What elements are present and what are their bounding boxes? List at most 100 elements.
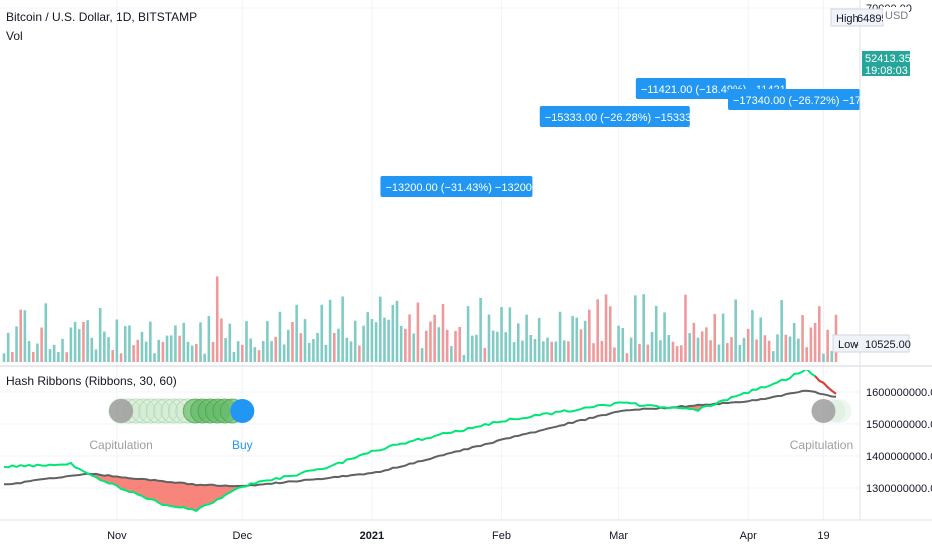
volume-bar	[261, 341, 265, 362]
volume-bar	[441, 303, 445, 362]
volume-bar	[600, 340, 604, 362]
volume-bar	[617, 325, 620, 362]
low-tag: Low - 10525.00	[832, 334, 911, 353]
volume-bar	[144, 341, 148, 362]
volume-bar	[483, 347, 487, 362]
volume-bar	[312, 338, 315, 362]
volume-bar	[634, 295, 637, 362]
volume-bar	[588, 309, 591, 362]
volume-bar	[826, 329, 829, 362]
volume-bar	[554, 341, 558, 362]
volume-bar	[433, 314, 436, 362]
volume-bar	[583, 320, 587, 362]
volume-bar	[579, 329, 583, 362]
volume-bars	[2, 276, 838, 362]
volume-bar	[466, 306, 470, 362]
volume-bar	[479, 297, 482, 362]
volume-bar	[149, 321, 152, 362]
volume-bar	[270, 341, 273, 362]
volume-bar	[813, 322, 817, 362]
symbol-title: Bitcoin / U.S. Dollar, 1D, BITSTAMP	[6, 10, 197, 24]
volume-bar	[516, 323, 520, 362]
volume-bar	[291, 322, 294, 362]
volume-bar	[249, 338, 252, 362]
hash-ribbons-pane	[3, 370, 837, 513]
volume-bar	[521, 340, 524, 362]
volume-bar	[31, 351, 35, 362]
volume-bar	[805, 347, 809, 362]
volume-bar	[412, 333, 416, 362]
volume-bar	[266, 321, 269, 362]
drawdown-label: −15333.00 (−26.28%) −1533300	[545, 112, 704, 124]
volume-bar	[161, 341, 165, 362]
volume-bar	[253, 347, 257, 362]
volume-bar	[391, 305, 395, 362]
low-prefix: -	[855, 339, 859, 351]
volume-bar	[224, 338, 227, 362]
volume-bar	[278, 311, 282, 362]
volume-bar	[450, 346, 453, 362]
currency-badge-bg	[883, 7, 909, 23]
volume-bar	[717, 344, 721, 362]
volume-bar	[195, 344, 198, 362]
volume-bar	[186, 341, 190, 362]
indicator-axis[interactable]: 1600000000.00 1500000000.00 1400000000.00 1…	[866, 387, 932, 495]
drawdown-labels: −13200.00 (−31.43%) −1320000 −15333.00 (−…	[380, 78, 883, 197]
volume-bar	[567, 341, 570, 362]
volume-bar	[562, 340, 566, 362]
volume-bar	[596, 299, 599, 362]
capitulation-dot-left	[109, 399, 134, 423]
capitulation-label-left: Capitulation	[89, 438, 152, 452]
volume-bar	[508, 307, 512, 362]
volume-bar	[215, 276, 219, 362]
volume-bar	[174, 325, 177, 362]
volume-bar	[65, 352, 69, 362]
volume-bar	[378, 296, 382, 362]
volume-bar	[282, 344, 286, 362]
volume-bar	[726, 343, 729, 362]
volume-bar	[383, 317, 386, 362]
volume-bar	[345, 337, 349, 362]
capitulation-dot-right	[811, 399, 836, 423]
volume-bar	[742, 337, 746, 362]
volume-bar	[316, 332, 319, 362]
volume-bar	[320, 304, 324, 362]
drawdown-label: −17340.00 (−26.72%) −1734...	[733, 95, 883, 107]
volume-bar	[776, 334, 779, 362]
volume-bar	[504, 332, 508, 362]
volume-bar	[767, 340, 771, 362]
volume-bar	[734, 299, 737, 362]
time-axis[interactable]: Nov Dec 2021 Feb Mar Apr 19	[107, 530, 829, 542]
volume-bar	[370, 319, 374, 362]
time-tick-label: Dec	[233, 530, 253, 542]
low-label: Low	[838, 339, 858, 351]
volume-bar	[399, 325, 403, 362]
volume-bar	[420, 348, 424, 362]
volume-bar	[86, 320, 89, 362]
volume-bar	[157, 339, 160, 362]
time-tick-label: 19	[817, 530, 829, 542]
volume-bar	[525, 314, 528, 362]
volume-bar	[228, 323, 232, 362]
volume-bar	[324, 344, 328, 362]
currency-badge[interactable]: USD	[885, 10, 908, 22]
volume-bar	[19, 309, 23, 362]
volume-bar	[362, 325, 365, 362]
volume-bar	[763, 335, 767, 362]
volume-bar	[408, 314, 411, 362]
signal-ribbon-dot	[153, 398, 179, 424]
volume-bar	[23, 310, 27, 362]
indicator-tick-label: 1600000000.00	[866, 387, 932, 399]
volume-bar	[705, 327, 708, 362]
volume-bar	[69, 327, 73, 362]
volume-bar	[454, 330, 457, 362]
volume-bar	[680, 345, 683, 362]
buy-dot	[230, 399, 255, 423]
indicator-tick-label: 1500000000.00	[866, 419, 932, 431]
volume-bar	[500, 307, 503, 362]
time-tick-label: Mar	[609, 530, 628, 542]
volume-bar	[771, 351, 775, 362]
volume-bar	[44, 303, 48, 362]
